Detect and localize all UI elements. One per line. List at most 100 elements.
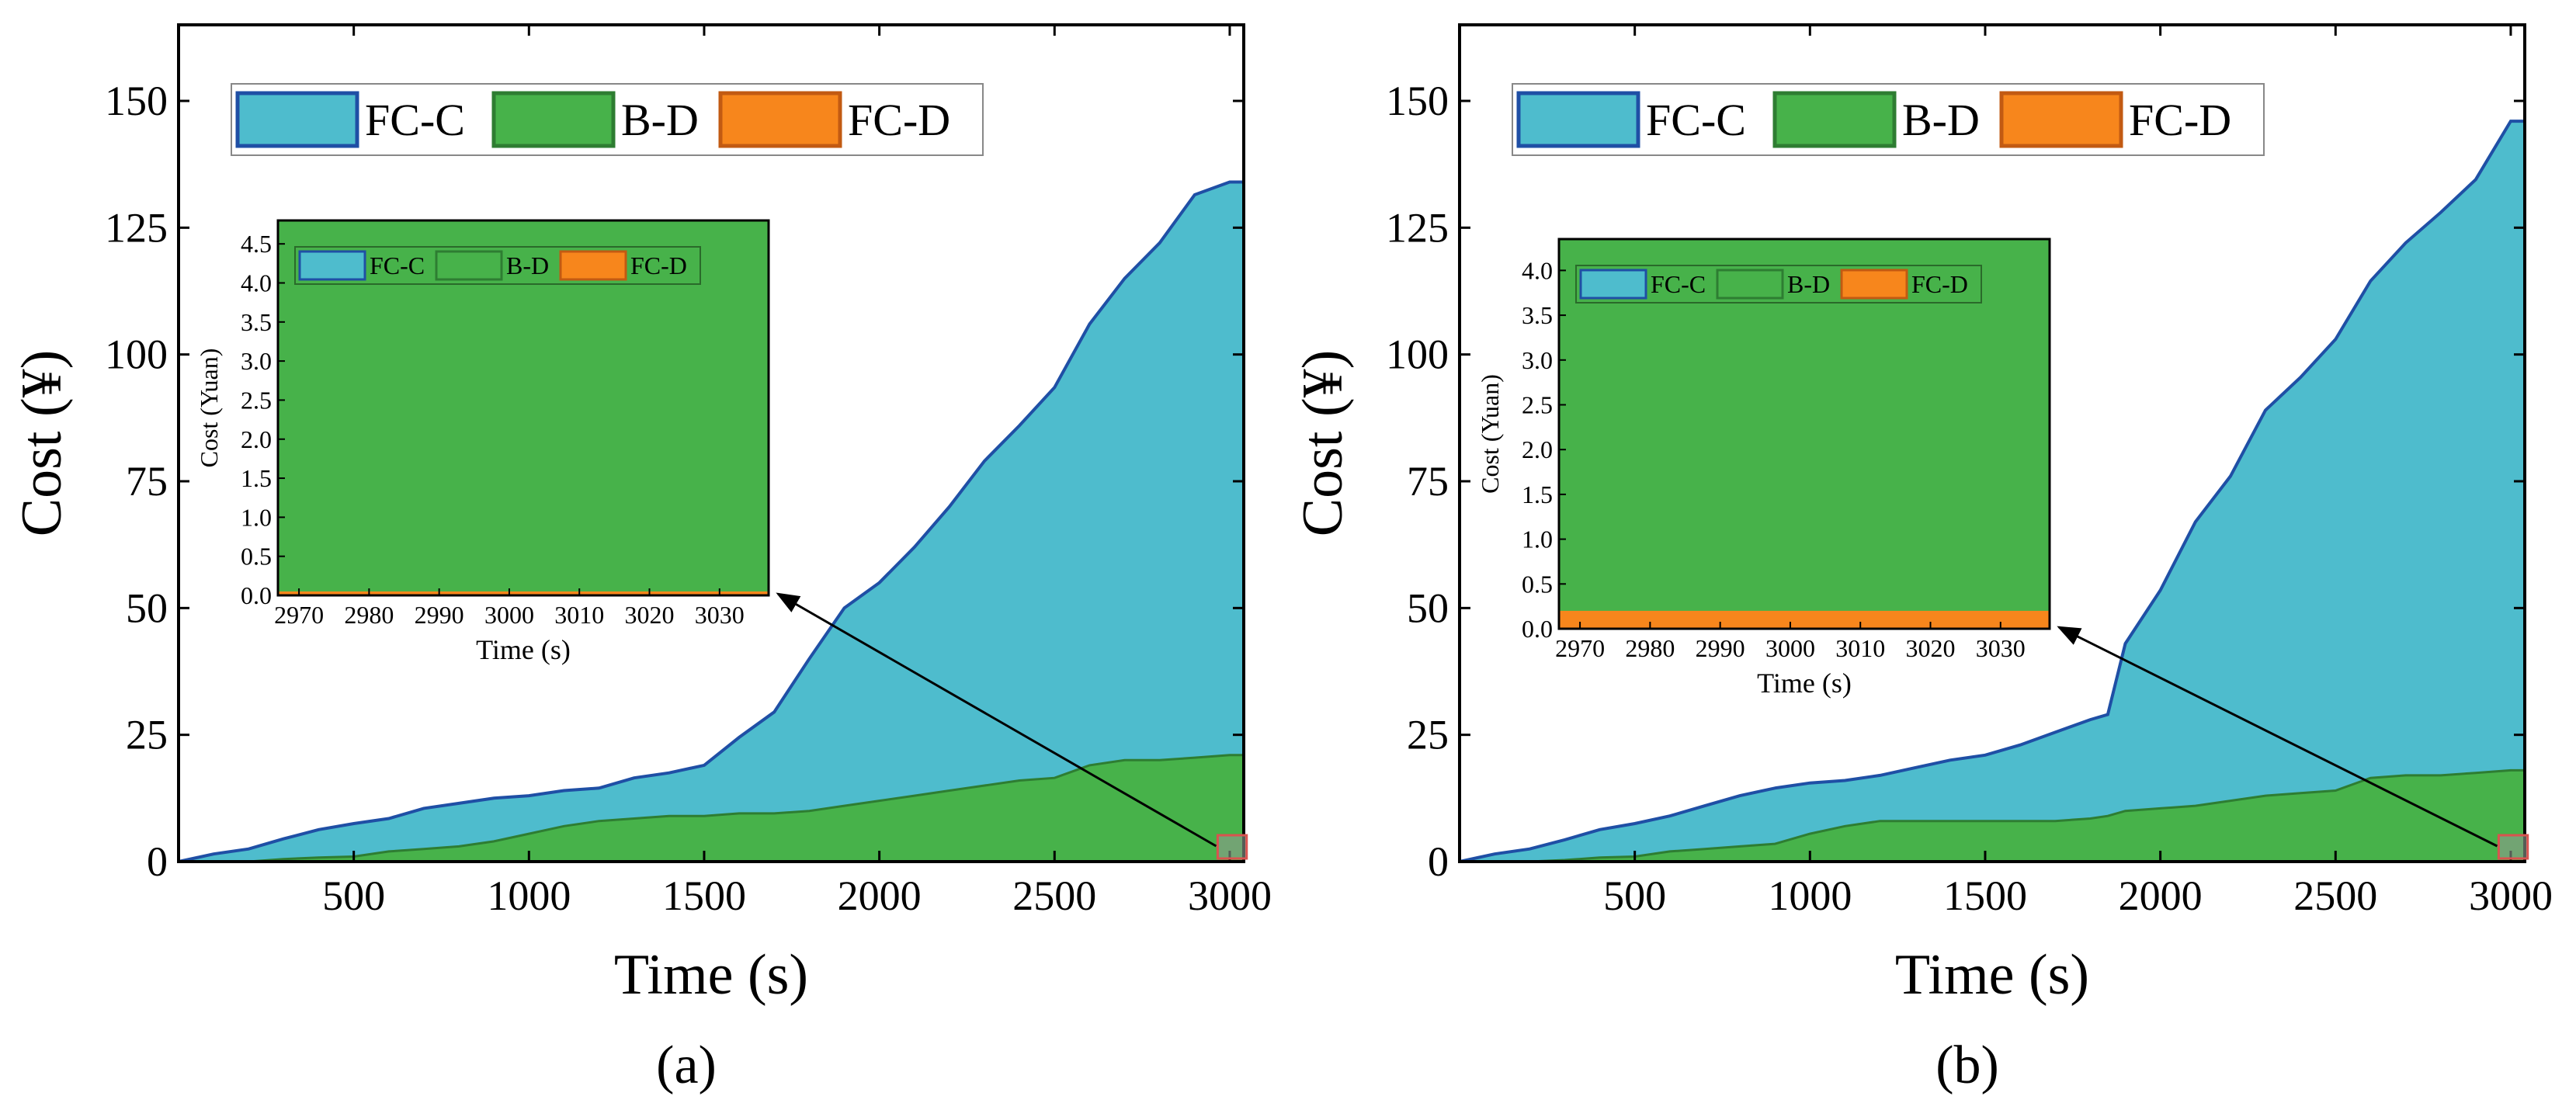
x-axis-label: Time (s) [1895,943,2089,1007]
inset-legend-swatch-fc-c [1579,269,1647,300]
legend-swatch-fc-c [1516,91,1640,148]
inset-frame [1557,238,2051,630]
x-tick-label: 3000 [2469,872,2553,919]
legend-label-fc-d: FC-D [2129,95,2231,145]
inset-legend-label-fc-d: FC-D [1911,270,1968,298]
inset-legend-swatch-b-d [435,250,503,281]
inset-x-tick-label: 3020 [625,601,675,629]
y-tick-label: 100 [105,331,168,378]
x-tick-label: 2000 [838,872,922,919]
zoom-arrow [2057,626,2498,848]
inset-y-tick-label: 1.5 [1522,480,1553,508]
inset-y-tick-label: 4.5 [241,230,272,258]
inset-legend-label-fc-c: FC-C [370,251,425,279]
legend-swatch-b-d [1772,91,1897,148]
inset-y-tick-label: 1.5 [241,464,272,492]
inset-area-b-d [278,220,769,595]
y-tick-label: 125 [1386,204,1449,251]
series-area-fc-c [179,182,1244,862]
inset-y-tick-label: 0.0 [1522,615,1553,643]
series-line-fc-c [178,180,1244,863]
inset-y-tick-label: 0.5 [241,543,272,571]
inset-y-tick-label: 3.0 [1522,346,1553,374]
series-area-b-d [1460,770,2525,862]
plot-frame [177,23,1245,863]
series-line-b-d [1460,768,2525,863]
inset-x-axis-label: Time (s) [1757,668,1852,699]
inset-legend-swatch-fc-c [298,250,366,281]
y-tick-label: 25 [1407,712,1449,758]
inset-x-tick-label: 3020 [1906,634,1956,662]
inset-y-tick-label: 3.0 [241,347,272,375]
legend-swatch-fc-c [235,91,359,148]
inset-y-tick-label: 2.5 [241,386,272,414]
inset-legend-box [1575,265,1982,304]
inset-y-tick-label: 3.5 [1522,301,1553,329]
inset-y-tick-label: 1.0 [1522,526,1553,553]
panel-label: (a) [656,1035,717,1095]
panel-label: (b) [1935,1035,1999,1095]
inset-y-tick-label: 4.0 [1522,256,1553,284]
legend-swatch-b-d [491,91,616,148]
inset-y-axis-label: Cost (Yuan) [195,349,223,468]
inset-x-tick-label: 3010 [554,601,604,629]
y-tick-label: 25 [126,712,168,758]
inset-x-tick-label: 3000 [484,601,534,629]
zoom-region-marker [2497,834,2529,860]
inset-y-tick-label: 2.0 [1522,435,1553,463]
inset-area-fc-d [278,591,769,595]
inset-x-tick-label: 3030 [695,601,745,629]
inset-x-tick-label: 2980 [344,601,394,629]
series-area-fc-c [1460,121,2525,862]
inset-frame [276,219,770,597]
inset-x-axis-label: Time (s) [476,634,571,665]
inset-y-tick-label: 2.5 [1522,390,1553,418]
series-line-fc-c [1459,120,2525,863]
series-area-b-d [179,754,1244,862]
inset-x-tick-label: 2980 [1625,634,1675,662]
y-tick-label: 125 [105,204,168,251]
inset-y-tick-label: 0.0 [241,581,272,609]
legend-label-b-d: B-D [621,95,699,145]
inset-legend-label-b-d: B-D [1787,270,1830,298]
x-tick-label: 2500 [1012,872,1096,919]
panel-a: 500 1000 1500 2000 2500 3000 0 25 50 75 100 125 150 T… [10,23,1272,1095]
inset-x-tick-label: 3010 [1835,634,1885,662]
legend-label-b-d: B-D [1902,95,1980,145]
y-tick-label: 75 [1407,458,1449,505]
y-tick-label: 0 [147,838,168,885]
inset-legend-swatch-fc-d [1840,269,1908,300]
inset-legend-label-fc-c: FC-C [1651,270,1706,298]
x-tick-label: 1500 [1943,872,2027,919]
inset-legend-swatch-fc-d [559,250,627,281]
plot-frame [1458,23,2526,863]
inset-legend-label-fc-d: FC-D [630,251,687,279]
y-axis-label: Cost (¥) [10,350,74,537]
y-tick-label: 0 [1428,838,1449,885]
inset-area-b-d [1559,239,2050,629]
y-tick-label: 50 [1407,584,1449,631]
inset-x-tick-label: 2990 [415,601,464,629]
inset-legend-swatch-b-d [1716,269,1784,300]
inset-y-tick-label: 3.5 [241,308,272,336]
x-tick-label: 2500 [2293,872,2377,919]
legend-label-fc-c: FC-C [365,95,465,145]
inset-y-tick-label: 4.0 [241,269,272,297]
y-tick-label: 150 [105,78,168,124]
inset-area-fc-d [1559,610,2050,629]
y-tick-label: 75 [126,458,168,505]
inset-y-tick-label: 2.0 [241,425,272,453]
zoom-arrow [776,592,1217,848]
panel-b: 500 1000 1500 2000 2500 3000 0 25 50 75 100 125 150 T… [1291,23,2553,1095]
zoom-region-marker [1216,834,1248,860]
x-tick-label: 3000 [1188,872,1272,919]
inset-y-tick-label: 1.0 [241,503,272,531]
x-tick-label: 500 [322,872,385,919]
y-axis-label: Cost (¥) [1291,350,1355,537]
legend-swatch-fc-d [718,91,842,148]
inset-legend-box [294,246,701,285]
legend-label-fc-c: FC-C [1646,95,1746,145]
inset-legend-label-b-d: B-D [506,251,549,279]
legend-label-fc-d: FC-D [848,95,950,145]
x-tick-label: 1000 [1768,872,1852,919]
